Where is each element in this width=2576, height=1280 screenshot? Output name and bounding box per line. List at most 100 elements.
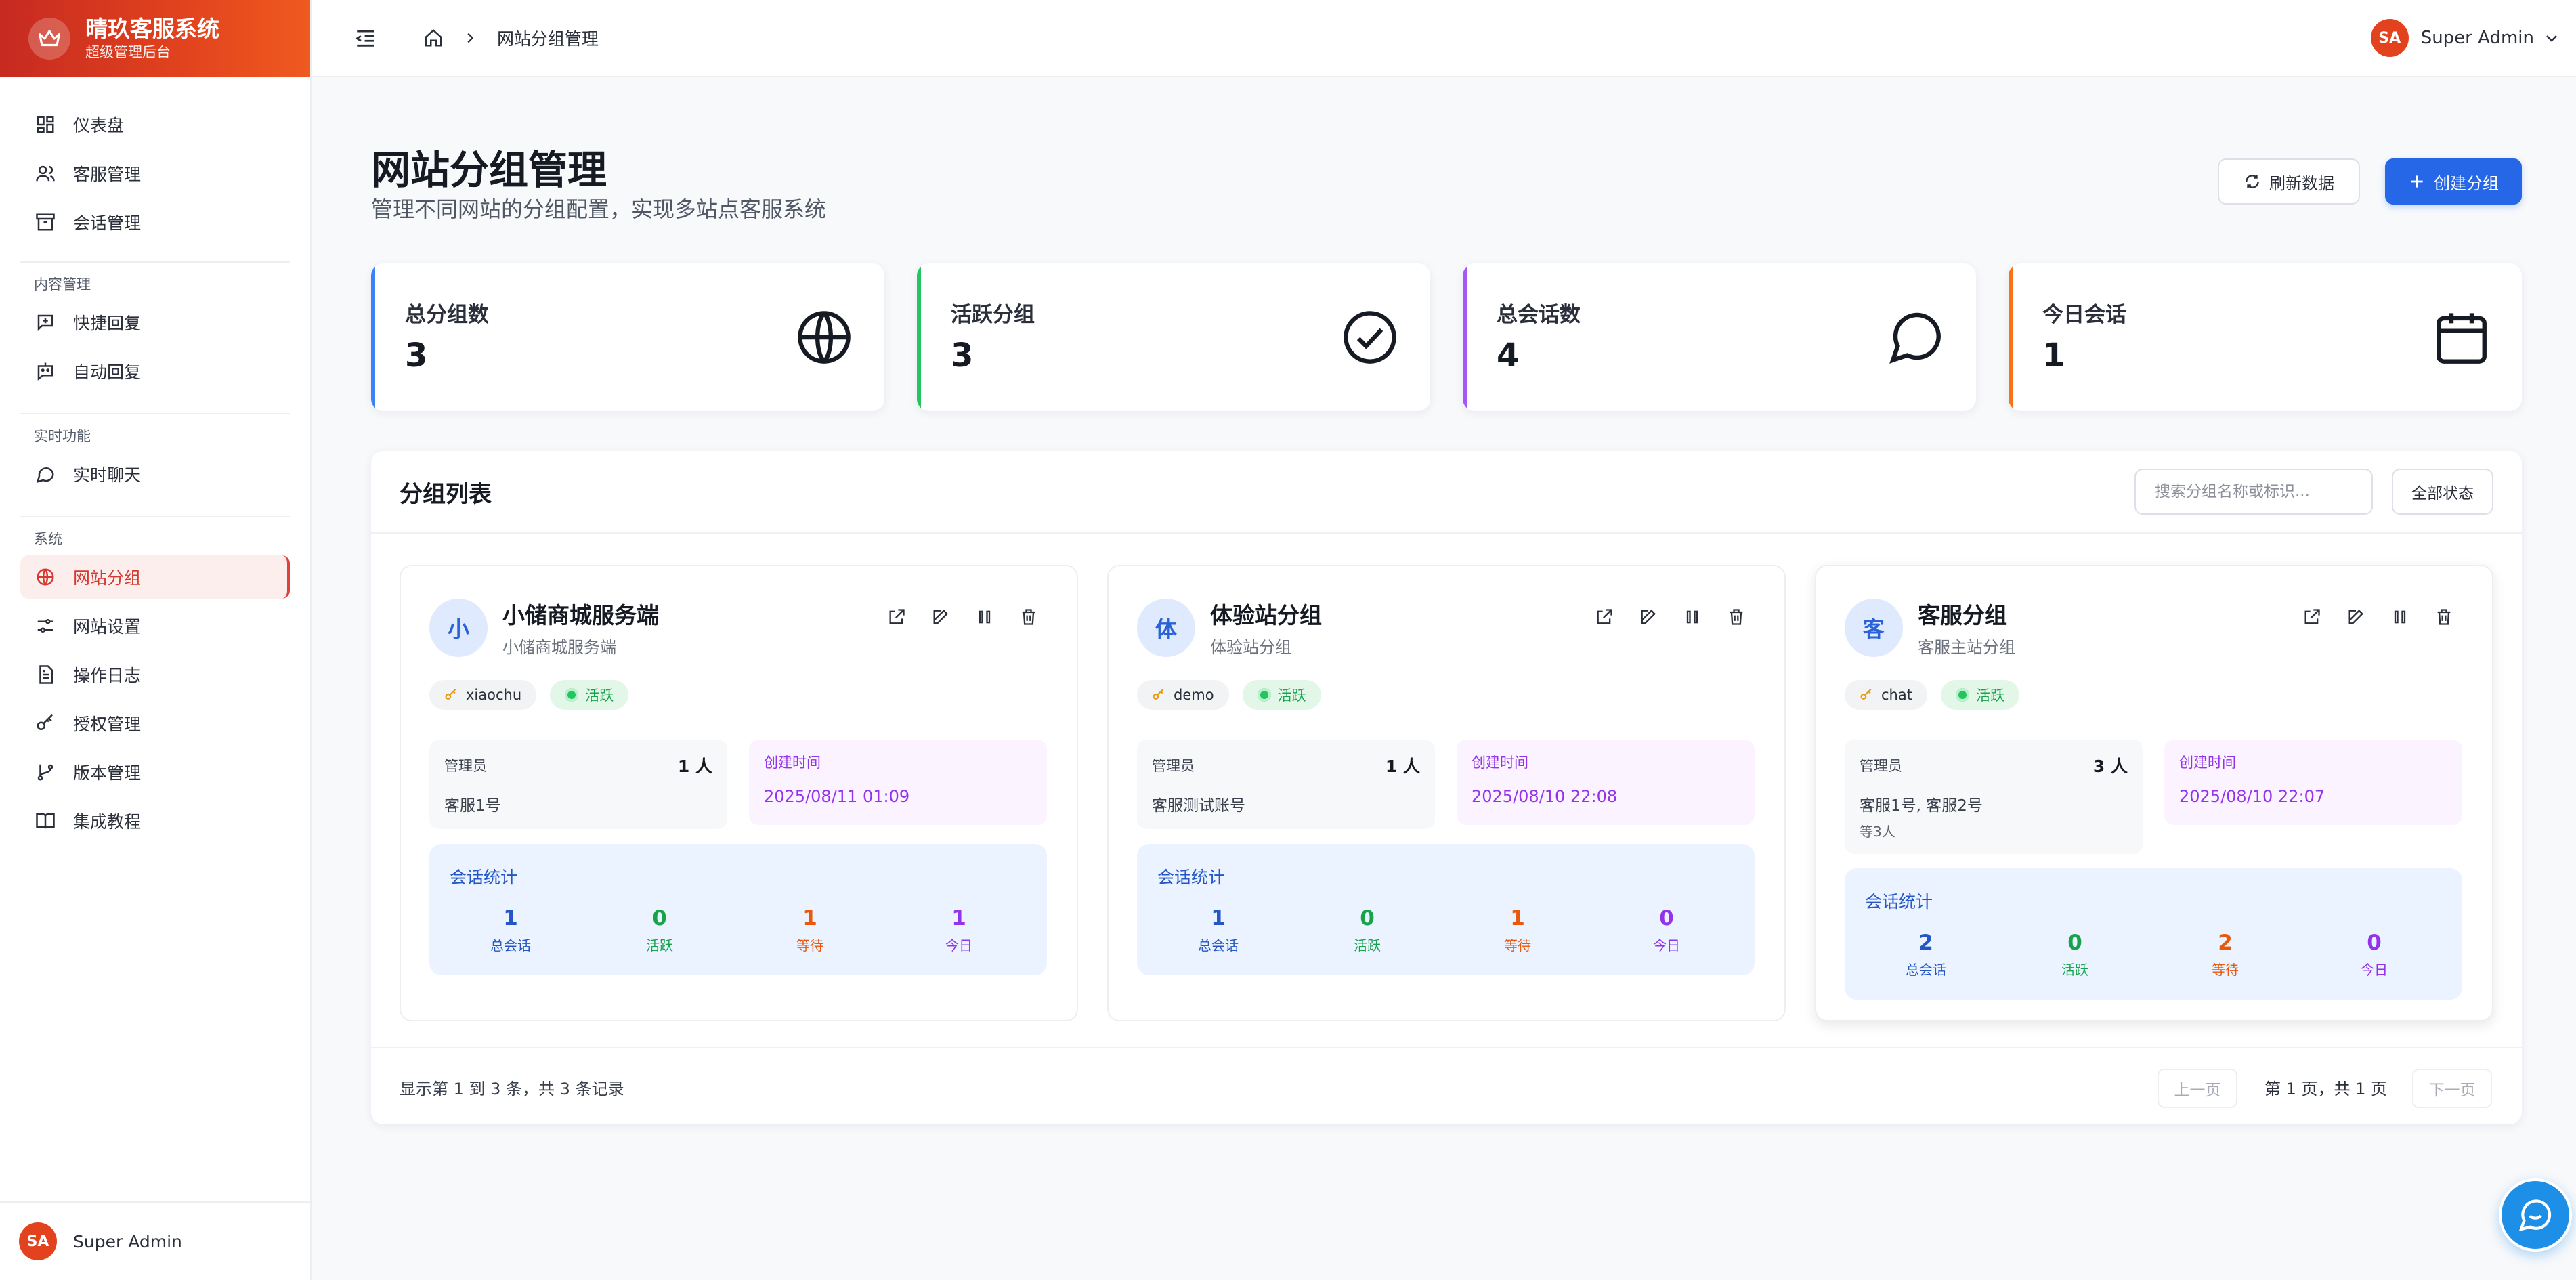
sidebar-item-live-chat[interactable]: 实时聊天: [20, 452, 290, 496]
sidebar-item-label: 版本管理: [73, 763, 142, 783]
admin-names: 客服测试账号: [1152, 797, 1245, 815]
next-page-button[interactable]: 下一页: [2412, 1069, 2492, 1108]
edit-icon[interactable]: [2343, 604, 2369, 630]
stat-card-active-groups: 活跃分组 3: [917, 263, 1430, 411]
sidebar-user[interactable]: SA Super Admin: [0, 1201, 310, 1280]
sidebar-item-auto-reply[interactable]: 自动回复: [20, 349, 290, 393]
sidebar-item-tutorial[interactable]: 集成教程: [20, 799, 290, 842]
conv-num: 1: [1211, 906, 1226, 931]
created-label: 创建时间: [2179, 754, 2236, 771]
sidebar-item-label: 快捷回复: [73, 314, 142, 333]
conversation-stats: 会话统计 1 总会话 0 活跃 1 等待 1 今日: [429, 844, 1047, 975]
conv-num: 0: [1659, 906, 1674, 931]
headset-chat-icon: [2516, 1196, 2554, 1234]
stat-label: 活跃分组: [951, 303, 1035, 327]
breadcrumb-current: 网站分组管理: [497, 29, 599, 49]
sidebar-item-label: 客服管理: [73, 165, 142, 184]
external-link-icon[interactable]: [2299, 604, 2325, 630]
user-menu[interactable]: SA Super Admin: [2370, 19, 2560, 57]
sidebar-item-label: 授权管理: [73, 714, 142, 734]
admin-box: 管理员 1 人 客服1号: [429, 740, 727, 829]
sidebar-item-label: 网站设置: [73, 617, 142, 637]
chat-bubble-icon: [1885, 307, 1946, 368]
plus-icon: [2408, 173, 2426, 190]
breadcrumb: 网站分组管理: [420, 24, 599, 51]
sidebar-item-agents[interactable]: 客服管理: [20, 152, 290, 195]
sidebar-item-site-groups[interactable]: 网站分组: [20, 555, 290, 599]
sidebar-item-site-settings[interactable]: 网站设置: [20, 604, 290, 647]
home-icon[interactable]: [420, 24, 447, 51]
external-link-icon[interactable]: [884, 604, 909, 630]
conv-cap: 今日: [1653, 937, 1680, 954]
edit-icon[interactable]: [928, 604, 953, 630]
page-info: 第 1 页，共 1 页: [2264, 1080, 2388, 1098]
page-title: 网站分组管理: [371, 147, 607, 193]
crown-icon: [28, 18, 70, 60]
external-link-icon[interactable]: [1591, 604, 1617, 630]
created-time-box: 创建时间 2025/08/11 01:09: [749, 740, 1047, 825]
git-branch-icon: [34, 761, 57, 784]
created-label: 创建时间: [1472, 754, 1528, 771]
archive-icon: [34, 211, 57, 234]
admin-box: 管理员 1 人 客服测试账号: [1137, 740, 1435, 829]
admin-count: 1 人: [677, 756, 712, 776]
admin-names: 客服1号, 客服2号: [1860, 797, 1983, 815]
sidebar-item-label: 会话管理: [73, 213, 142, 233]
stats-row: 总分组数 3 活跃分组 3 总会话数 4 今日会话 1: [371, 263, 2522, 411]
sidebar-item-license[interactable]: 授权管理: [20, 702, 290, 745]
trash-icon[interactable]: [1016, 604, 1042, 630]
dashboard-icon: [34, 113, 57, 136]
conv-cap: 活跃: [646, 937, 673, 954]
refresh-button[interactable]: 刷新数据: [2218, 158, 2360, 205]
app-title: 晴玖客服系统: [85, 16, 219, 42]
group-list-panel: 分组列表 全部状态 小 小储商城服务端 小储商城服务端 xiaochu: [371, 451, 2522, 1124]
conv-num: 1: [951, 906, 966, 931]
sidebar-item-quick-reply[interactable]: 快捷回复: [20, 301, 290, 344]
sidebar-item-operation-log[interactable]: 操作日志: [20, 653, 290, 696]
stat-label: 总会话数: [1497, 303, 1581, 327]
search-input[interactable]: [2134, 469, 2373, 515]
group-description: 体验站分组: [1210, 638, 1291, 657]
collapse-sidebar-icon[interactable]: [352, 24, 379, 51]
users-icon: [34, 162, 57, 185]
status-filter-select[interactable]: 全部状态: [2392, 469, 2493, 515]
trash-icon[interactable]: [2431, 604, 2457, 630]
sidebar-item-label: 仪表盘: [73, 116, 125, 135]
conv-stat-total: 2 总会话: [1872, 931, 1980, 979]
group-key: demo: [1174, 687, 1214, 703]
nav-section-title: 系统: [20, 516, 290, 550]
conv-stat-today: 1 今日: [905, 906, 1013, 954]
conv-stat-total: 1 总会话: [1164, 906, 1272, 954]
status-label: 活跃: [1975, 687, 2004, 704]
book-icon: [34, 809, 57, 832]
conv-stat-total: 1 总会话: [456, 906, 565, 954]
sidebar-item-sessions[interactable]: 会话管理: [20, 200, 290, 244]
user-name: Super Admin: [2420, 28, 2534, 48]
conv-stat-waiting: 1 等待: [756, 906, 864, 954]
group-name: 体验站分组: [1210, 602, 1322, 628]
admin-count: 1 人: [1385, 756, 1420, 776]
brand-header: 晴玖客服系统 超级管理后台: [0, 0, 310, 77]
avatar: SA: [2370, 19, 2409, 57]
pause-icon[interactable]: [1679, 604, 1705, 630]
sidebar-nav: 仪表盘 客服管理 会话管理 内容管理 快捷回复 自动回复 实时功能 实时聊天 系…: [0, 77, 310, 842]
sidebar-item-version[interactable]: 版本管理: [20, 750, 290, 794]
pause-icon[interactable]: [2387, 604, 2413, 630]
avatar: SA: [19, 1222, 57, 1260]
edit-icon[interactable]: [1635, 604, 1661, 630]
pause-icon[interactable]: [972, 604, 997, 630]
trash-icon[interactable]: [1723, 604, 1749, 630]
create-group-button[interactable]: 创建分组: [2385, 158, 2522, 205]
message-plus-icon: [34, 311, 57, 334]
sidebar-item-dashboard[interactable]: 仪表盘: [20, 103, 290, 146]
conv-cap: 等待: [2212, 962, 2239, 978]
page-subtitle: 管理不同网站的分组配置，实现多站点客服系统: [371, 196, 827, 222]
conversation-stats: 会话统计 2 总会话 0 活跃 2 等待 0 今日: [1845, 868, 2462, 1000]
group-name: 小储商城服务端: [502, 602, 659, 628]
group-card: 体 体验站分组 体验站分组 demo 活跃: [1107, 565, 1786, 1021]
group-card: 小 小储商城服务端 小储商城服务端 xiaochu 活跃: [400, 565, 1078, 1021]
conv-num: 0: [1360, 906, 1375, 931]
admin-names: 客服1号: [444, 797, 501, 815]
chat-widget-button[interactable]: [2499, 1178, 2572, 1252]
prev-page-button[interactable]: 上一页: [2158, 1069, 2237, 1108]
